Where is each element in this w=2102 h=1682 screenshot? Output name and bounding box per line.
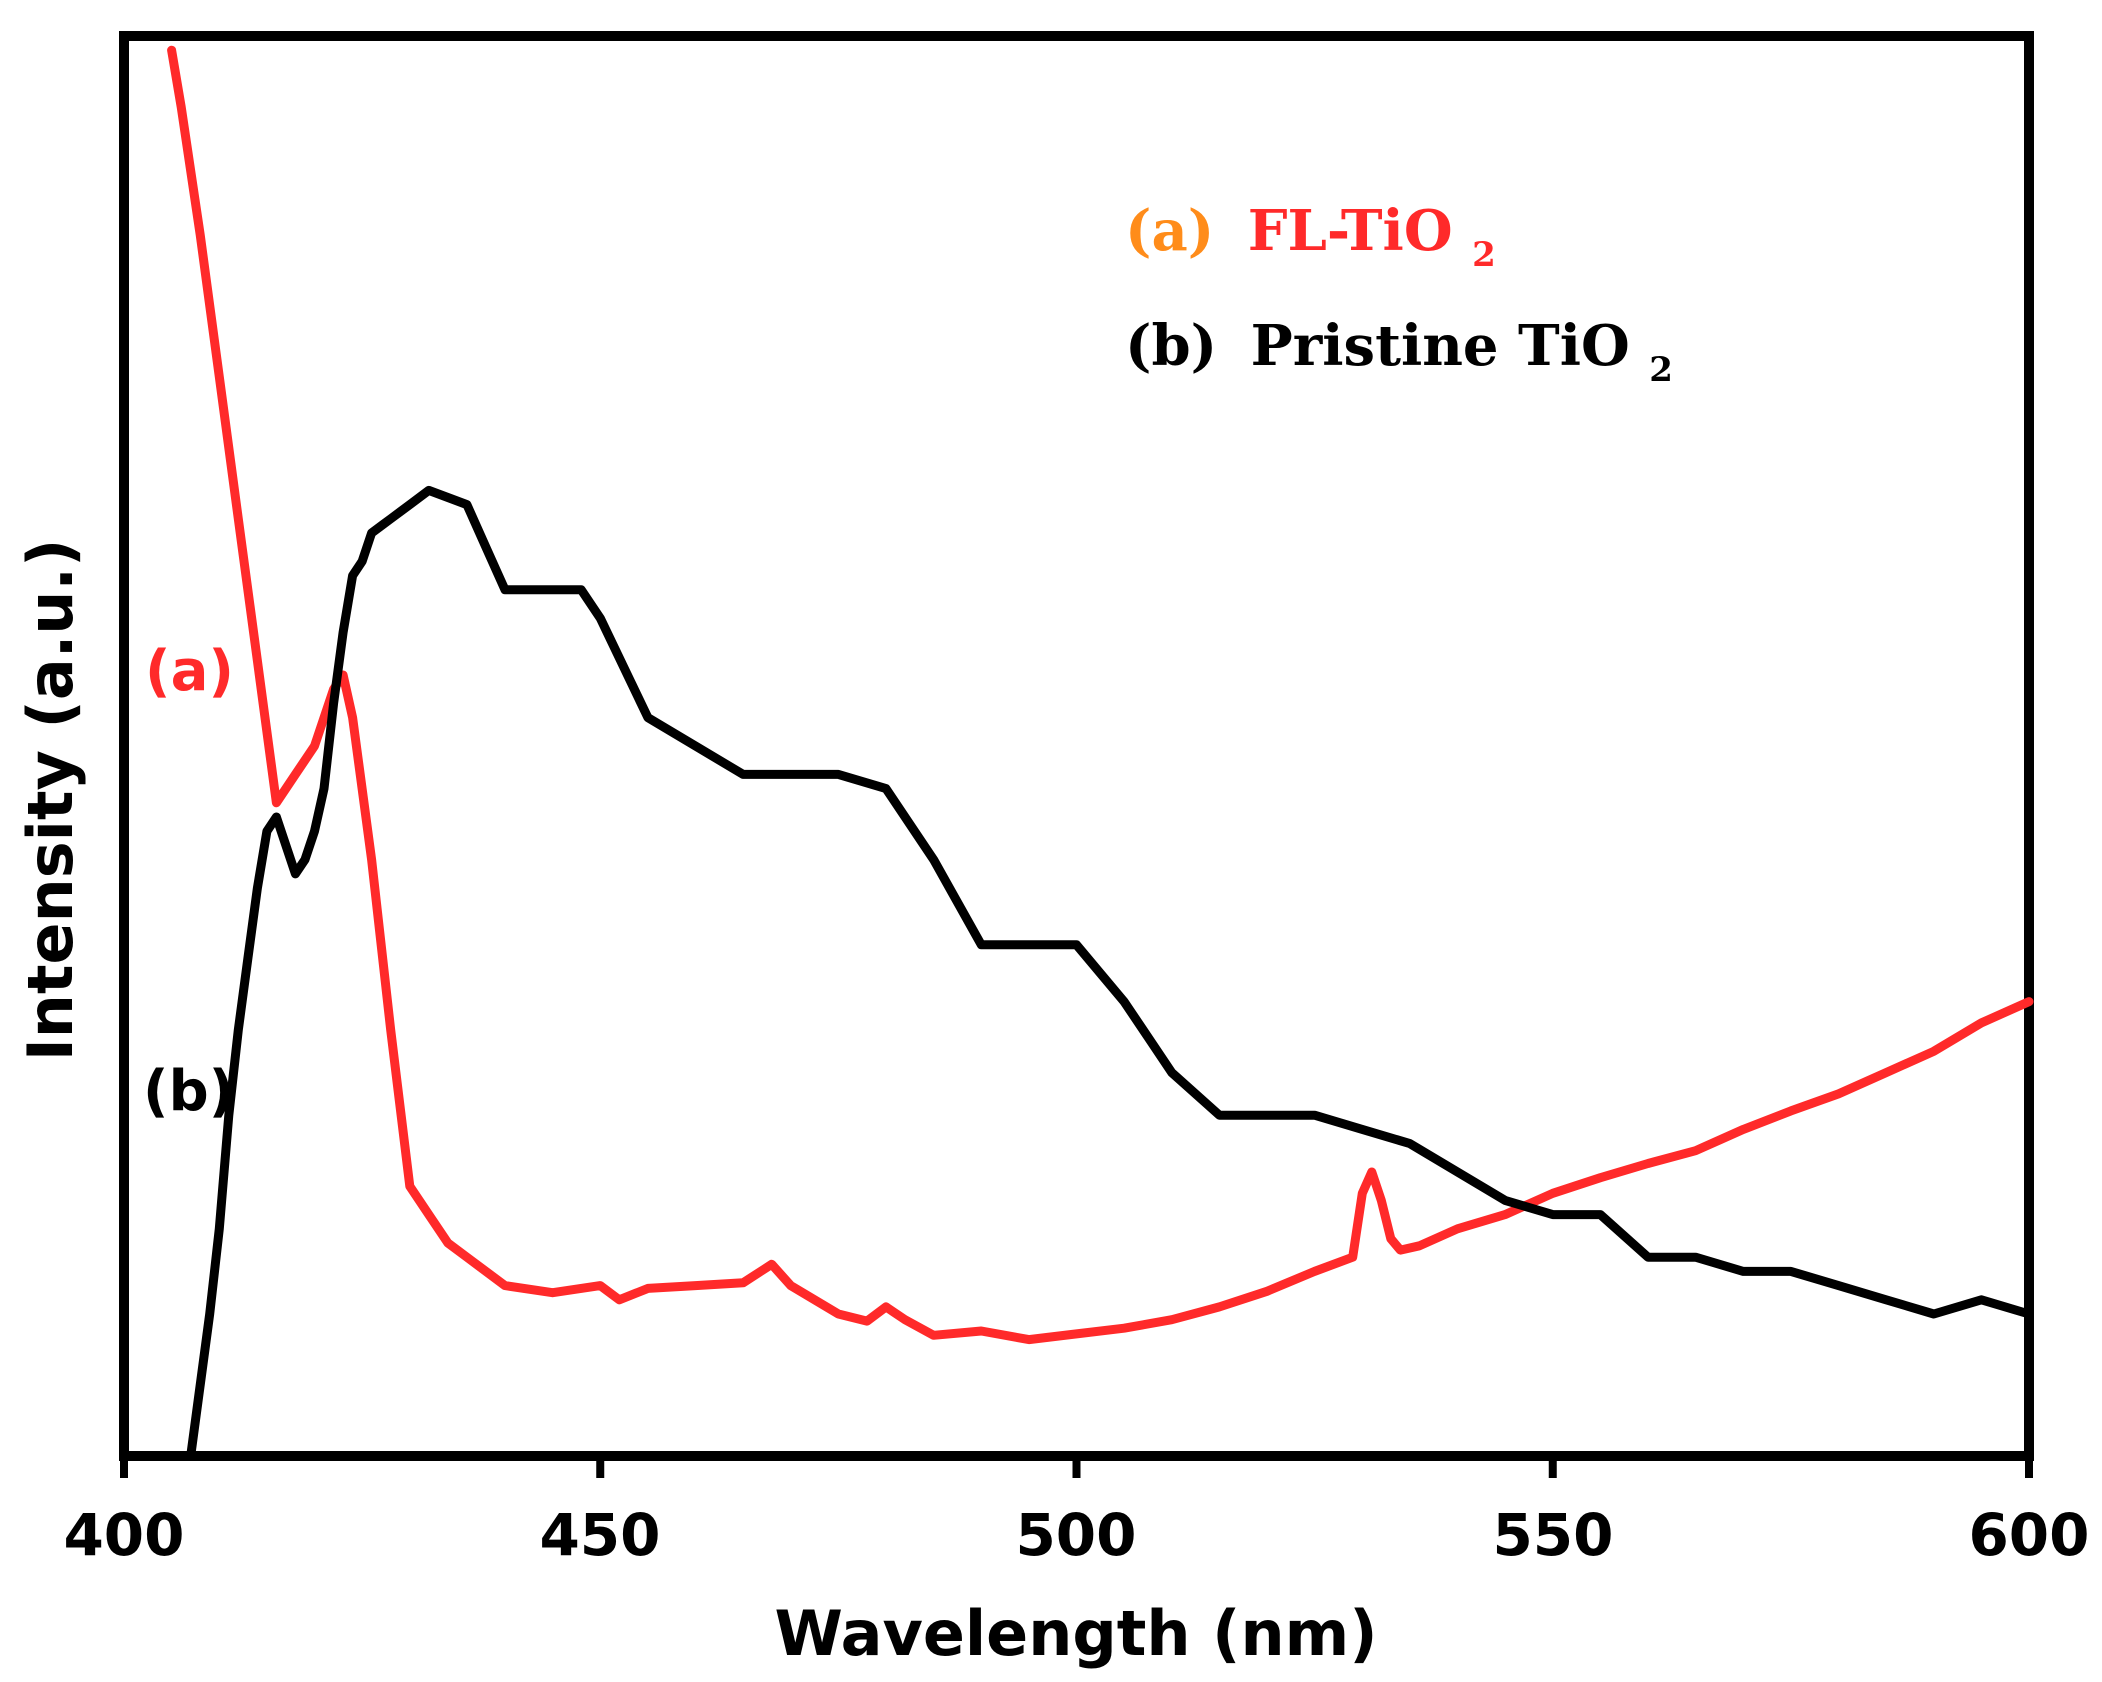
series-line-fl-tio2	[167, 45, 2034, 1345]
x-axis-title: Wavelength (nm)	[774, 1597, 1377, 1670]
legend-main-b: Pristine TiO	[1251, 313, 1630, 379]
legend-prefix-b: (b)	[1125, 313, 1217, 379]
legend-prefix-a: (a)	[1125, 198, 1214, 264]
legend-subscript-b: 2	[1649, 350, 1673, 390]
plot-area-frame	[119, 31, 2034, 1461]
legend: (a) FL-TiO 2 (b) Pristine TiO 2	[1125, 198, 1673, 390]
x-tick-label: 400	[63, 1501, 184, 1569]
x-axis-tick-labels: 400 450 500 550 600	[63, 1501, 2089, 1569]
x-tick-label: 600	[1968, 1501, 2089, 1569]
curve-label-a: (a)	[145, 639, 234, 704]
y-axis-title: Intensity (a.u.)	[14, 539, 87, 1062]
legend-subscript-a: 2	[1472, 235, 1496, 275]
x-tick-label: 500	[1015, 1501, 1136, 1569]
legend-main-a: FL-TiO	[1248, 198, 1453, 264]
series-line-pristine-tio2	[186, 485, 2034, 1461]
x-axis-ticks	[120, 1456, 2033, 1478]
x-tick-label: 450	[539, 1501, 660, 1569]
series-layer	[167, 45, 2034, 1461]
curve-label-b: (b)	[143, 1059, 234, 1124]
legend-entry-a: (a) FL-TiO 2	[1125, 198, 1496, 275]
legend-entry-b: (b) Pristine TiO 2	[1125, 313, 1673, 390]
x-tick-label: 550	[1492, 1501, 1613, 1569]
